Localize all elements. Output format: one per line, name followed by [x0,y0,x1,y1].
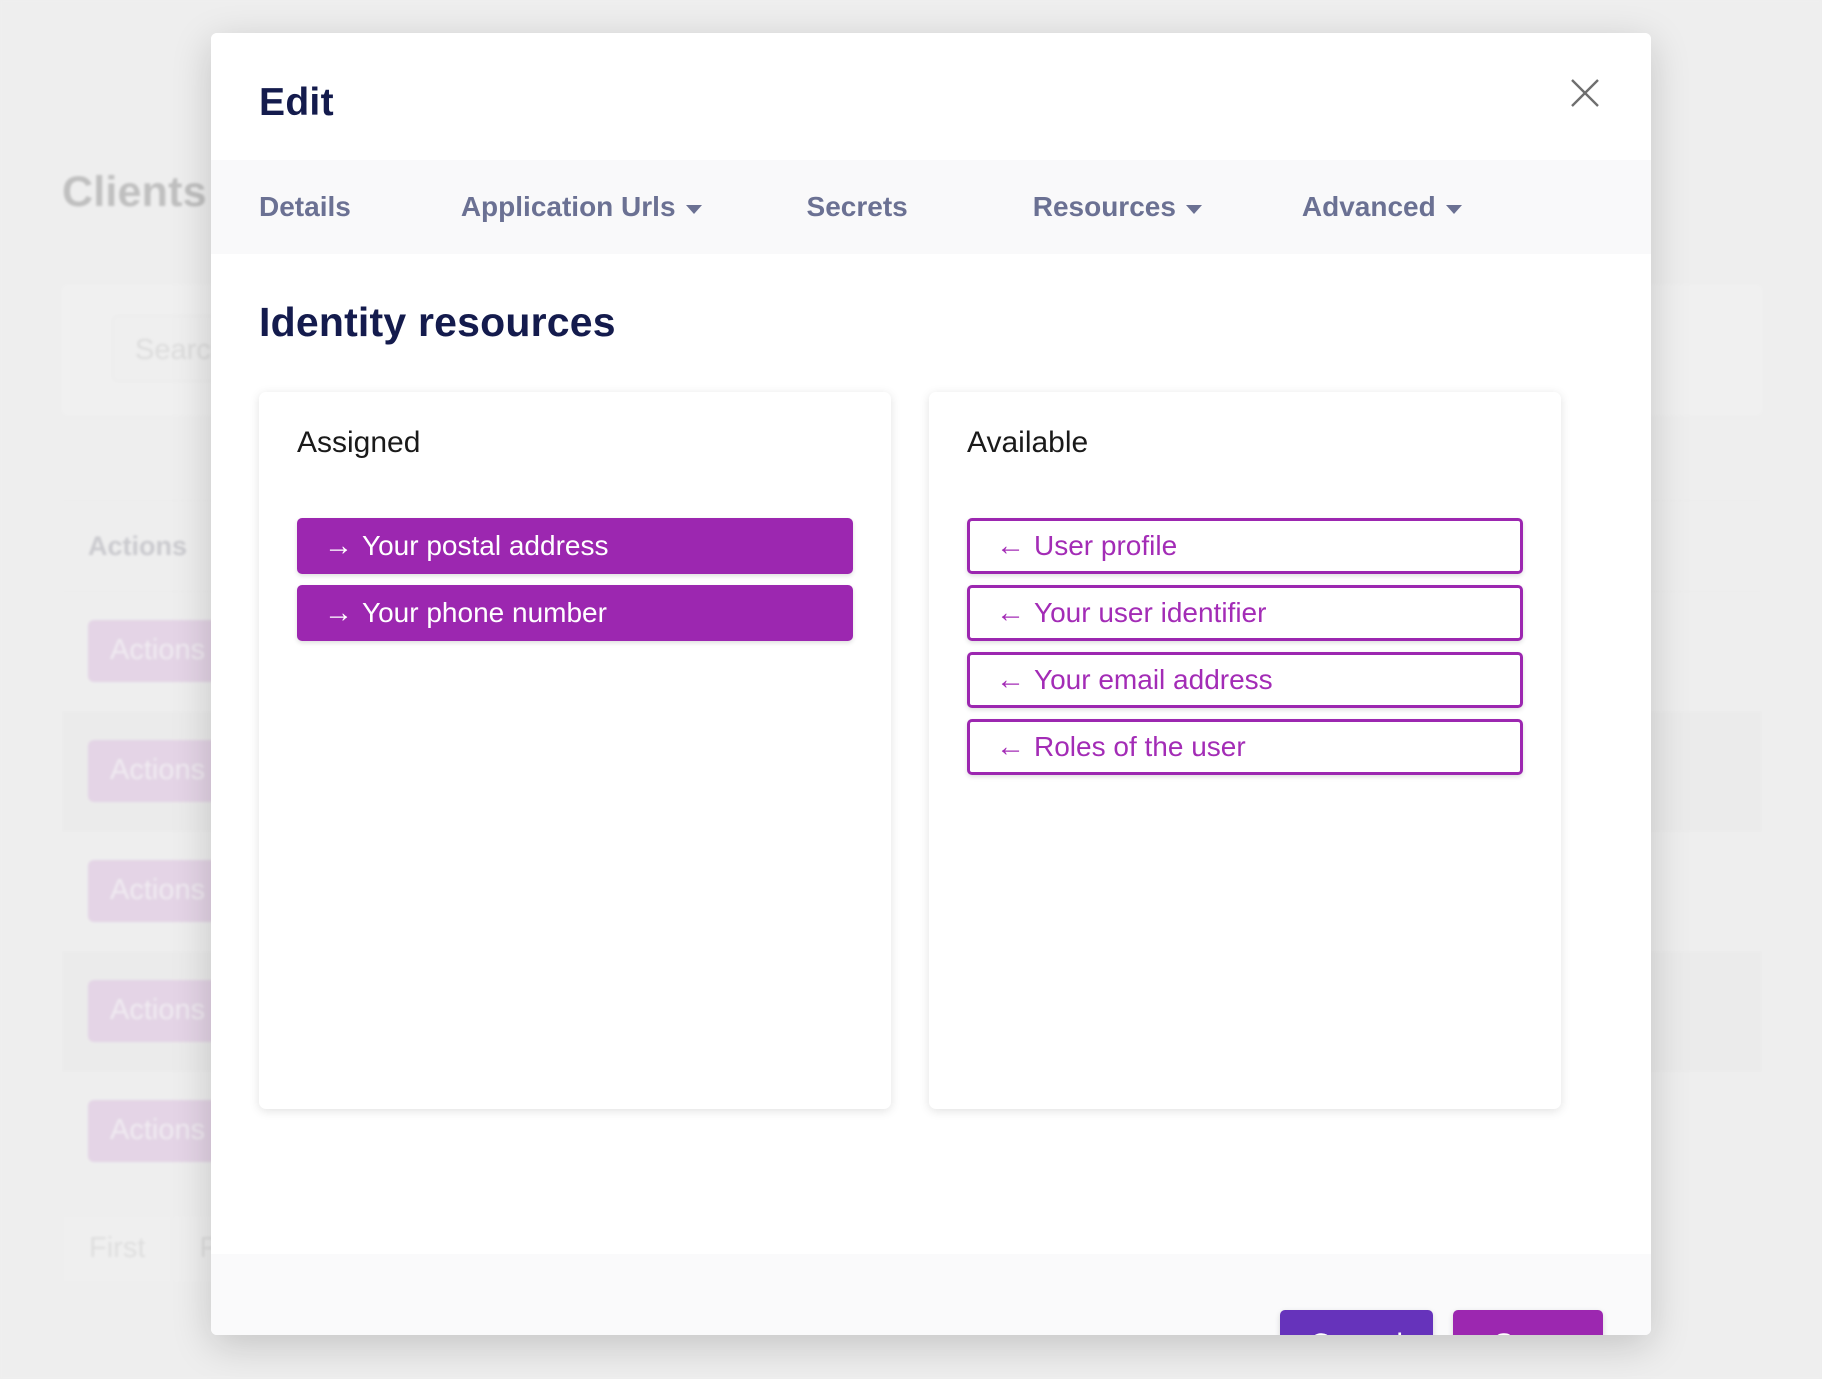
tab-resources[interactable]: Resources [1033,191,1202,223]
background-actions-button-label: Actions [110,634,206,666]
panel-heading: Assigned [297,426,421,459]
arrow-left-icon: ← [996,663,1025,696]
background-actions-button-label: Actions [110,754,206,786]
arrow-left-icon: ← [996,529,1025,562]
chevron-down-icon [685,204,702,214]
background-column-actions: Actions [88,531,188,561]
background-actions-button-label: Actions [110,994,206,1026]
section-title: Identity resources [259,299,616,345]
arrow-left-icon: ← [996,596,1025,629]
modal-tab-bar: Details Application Urls Secrets Resources A… [211,160,1651,254]
edit-modal: Edit Details Application Urls Secrets Resou… [211,33,1651,1335]
resource-transfer-panels: Assigned → Your postal address → Your phone … [259,392,1603,1109]
modal-footer: Cancel Save [211,1254,1651,1335]
tab-secrets[interactable]: Secrets [807,191,908,223]
tab-advanced[interactable]: Advanced [1302,191,1462,223]
tab-label: Secrets [806,191,908,222]
background-page-title: Clients [62,168,207,216]
arrow-right-icon: → [324,596,353,629]
resource-item-label: Roles of the user [1034,731,1246,762]
resource-item-label: Your phone number [362,597,607,628]
tab-details[interactable]: Details [259,191,351,223]
cancel-button[interactable]: Cancel [1279,1309,1433,1335]
modal-title: Edit [259,81,334,124]
resource-item-list: → Your postal address → Your phone number [297,518,853,641]
resource-item-label: Your postal address [362,530,609,561]
resource-item-label: Your email address [1034,664,1273,695]
chevron-down-icon [1445,204,1462,214]
resource-item-your-postal-address[interactable]: → Your postal address [297,518,853,574]
close-icon[interactable] [1564,72,1606,114]
arrow-right-icon: → [324,529,353,562]
resource-item-roles-of-the-user[interactable]: ← Roles of the user [967,719,1523,775]
tab-label: Resources [1032,191,1176,222]
background-page-first[interactable]: First [62,1215,173,1283]
modal-header: Edit [211,33,1651,160]
resource-item-your-phone-number[interactable]: → Your phone number [297,585,853,641]
resource-item-label: Your user identifier [1034,597,1267,628]
background-actions-button-label: Actions [110,874,206,906]
background-actions-button-label: Actions [110,1114,206,1146]
panel-available: Available ← User profile ← Your user identif… [929,392,1561,1109]
resource-item-your-user-identifier[interactable]: ← Your user identifier [967,585,1523,641]
tab-label: Advanced [1301,191,1436,222]
tab-label: Application Urls [460,191,676,222]
tab-label: Details [259,191,351,222]
chevron-down-icon [1185,204,1202,214]
panel-heading: Available [967,426,1089,459]
resource-item-list: ← User profile ← Your user identifier ← Your … [967,518,1523,775]
panel-assigned: Assigned → Your postal address → Your phone … [259,392,891,1109]
tab-application-urls[interactable]: Application Urls [461,191,702,223]
arrow-left-icon: ← [996,730,1025,763]
modal-body: Identity resources Assigned → Your postal … [211,254,1651,1254]
resource-item-user-profile[interactable]: ← User profile [967,518,1523,574]
resource-item-label: User profile [1034,530,1178,561]
resource-item-your-email-address[interactable]: ← Your email address [967,652,1523,708]
save-button[interactable]: Save [1453,1309,1603,1335]
